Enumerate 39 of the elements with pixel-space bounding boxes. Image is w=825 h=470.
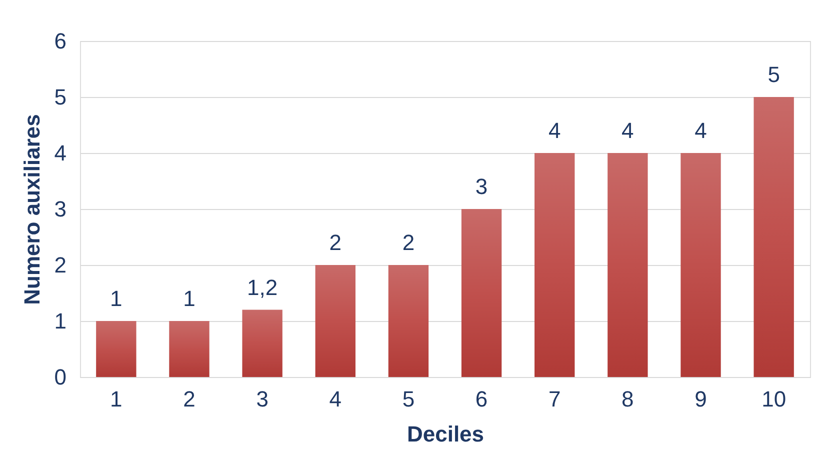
data-label: 4	[622, 118, 634, 143]
bar	[461, 209, 502, 377]
x-tick-label: 8	[622, 386, 634, 412]
data-label: 2	[402, 230, 415, 255]
data-label: 4	[694, 118, 707, 143]
x-axis-title: Deciles	[406, 422, 484, 446]
bar	[534, 153, 575, 377]
data-label: 3	[475, 174, 488, 199]
data-label: 4	[548, 118, 561, 143]
x-tick-label: 6	[475, 386, 488, 412]
data-label: 1	[183, 286, 196, 311]
x-tick-label: 3	[256, 386, 268, 412]
x-tick-label: 2	[183, 386, 196, 412]
data-label: 2	[329, 230, 342, 255]
y-tick-label: 2	[54, 252, 66, 278]
data-label: 1,2	[247, 274, 278, 300]
x-tick-label: 9	[694, 386, 707, 412]
data-label: 5	[768, 62, 780, 87]
bar	[169, 321, 210, 377]
data-label: 1	[110, 286, 122, 311]
bar	[680, 153, 721, 377]
bar	[388, 265, 429, 377]
bar	[608, 153, 648, 377]
x-tick-label: 4	[329, 386, 342, 412]
x-tick-label: 1	[110, 386, 122, 412]
y-tick-label: 4	[54, 140, 66, 166]
y-tick-label: 6	[54, 28, 66, 54]
x-tick-label: 5	[402, 386, 415, 412]
bar	[96, 321, 136, 377]
bar	[754, 97, 794, 377]
y-tick-label: 3	[54, 196, 66, 222]
y-tick-label: 5	[54, 84, 66, 110]
x-tick-label: 7	[548, 386, 561, 412]
y-tick-label: 0	[54, 364, 66, 390]
bar	[242, 310, 282, 377]
y-axis-title: Numero auxiliares	[19, 114, 44, 305]
y-tick-label: 1	[54, 308, 66, 334]
x-tick-label: 10	[762, 386, 786, 412]
bar	[315, 265, 356, 377]
